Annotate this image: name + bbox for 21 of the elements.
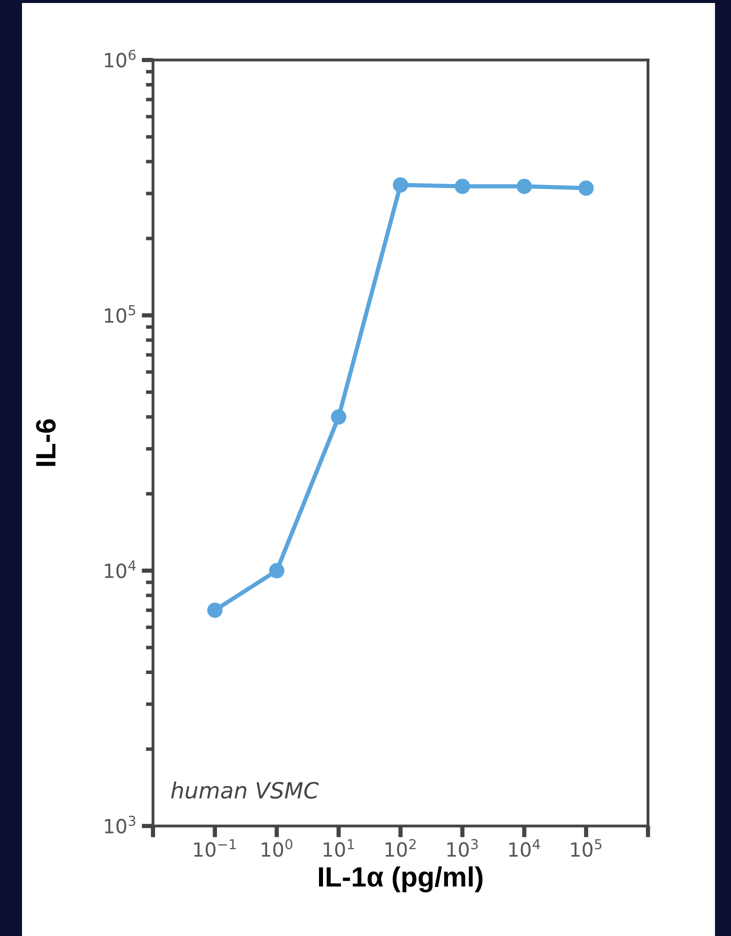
point xyxy=(207,602,223,618)
x-tick-label: 10$^{3}$ xyxy=(447,839,478,857)
y-tick-label: 10$^{3}$ xyxy=(104,816,136,834)
point xyxy=(330,409,346,425)
point xyxy=(392,177,408,193)
y-axis-title: IL-6 xyxy=(36,419,56,466)
x-tick-label: 10$^{5}$ xyxy=(571,839,602,857)
point xyxy=(454,178,470,194)
annotation: human VSMC xyxy=(171,782,319,799)
point xyxy=(269,563,284,578)
x-tick-label: 10$^{2}$ xyxy=(386,839,416,857)
x-tick-label: 10$^{1}$ xyxy=(324,839,354,857)
x-tick-label: 10$^{−1}$ xyxy=(194,839,236,857)
y-tick-label: 10$^{6}$ xyxy=(104,50,136,68)
y-tick-label: 10$^{5}$ xyxy=(104,305,136,323)
x-tick-label: 10$^{0}$ xyxy=(262,839,292,857)
y-tick-label: 10$^{4}$ xyxy=(104,560,136,578)
x-axis-title: IL-1α (pg/ml) xyxy=(318,866,482,892)
point xyxy=(578,180,594,196)
x-tick-label: 10$^{4}$ xyxy=(509,839,540,857)
point xyxy=(516,178,532,194)
